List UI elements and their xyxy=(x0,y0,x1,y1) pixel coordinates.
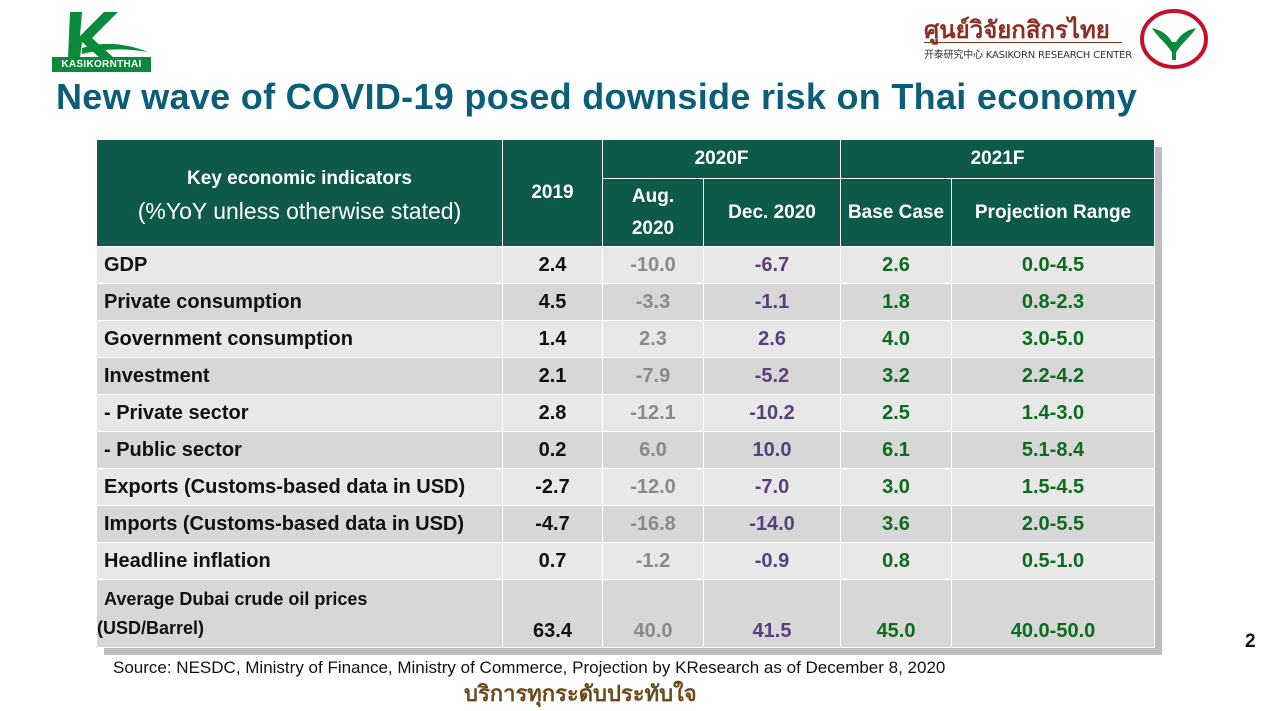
cell-aug-2020: 6.0 xyxy=(602,431,704,469)
cell-base-case: 3.0 xyxy=(840,468,952,506)
cell-2019: 2.8 xyxy=(502,394,603,432)
cell-projection-range: 0.0-4.5 xyxy=(951,246,1155,284)
row-label: Headline inflation xyxy=(96,542,503,580)
row-label-line1: Average Dubai crude oil prices xyxy=(104,588,368,609)
cell-aug-2020: -10.0 xyxy=(602,246,704,284)
row-label: Exports (Customs-based data in USD) xyxy=(96,468,503,506)
cell-projection-range: 1.5-4.5 xyxy=(951,468,1155,506)
table-row: Private consumption 4.5 -3.3 -1.1 1.8 0.8-2.3 xyxy=(96,283,1155,321)
header-aug-line1: Aug. xyxy=(631,185,675,207)
cell-dec-2020: -1.1 xyxy=(703,283,841,321)
page-number: 2 xyxy=(1245,631,1256,652)
cell-projection-range: 2.2-4.2 xyxy=(951,357,1155,395)
cell-projection-range: 40.0-50.0 xyxy=(951,579,1155,648)
economic-indicators-table: Key economic indicators (%YoY unless oth… xyxy=(96,139,1155,648)
header-indicators-title: Key economic indicators xyxy=(187,167,412,189)
header-indicators-note: (%YoY unless otherwise stated) xyxy=(137,197,462,224)
source-note: Source: NESDC, Ministry of Finance, Mini… xyxy=(113,658,946,677)
cell-2019: 2.4 xyxy=(502,246,603,284)
row-label: GDP xyxy=(96,246,503,284)
cell-2019: 63.4 xyxy=(502,579,603,648)
row-label: Government consumption xyxy=(96,320,503,358)
table-row: - Public sector 0.2 6.0 10.0 6.1 5.1-8.4 xyxy=(96,431,1155,469)
cell-base-case: 6.1 xyxy=(840,431,952,469)
cell-dec-2020: 41.5 xyxy=(703,579,841,648)
cell-aug-2020: -3.3 xyxy=(602,283,704,321)
row-label: Private consumption xyxy=(96,283,503,321)
cell-2019: 0.2 xyxy=(502,431,603,469)
cell-aug-2020: 2.3 xyxy=(602,320,704,358)
kresearch-subtitle: 开泰研究中心 KASIKORN RESEARCH CENTER xyxy=(924,50,1133,61)
cell-projection-range: 5.1-8.4 xyxy=(951,431,1155,469)
cell-projection-range: 3.0-5.0 xyxy=(951,320,1155,358)
cell-aug-2020: 40.0 xyxy=(602,579,704,648)
table-row-oil-price: Average Dubai crude oil prices (USD/Barre… xyxy=(96,579,1155,648)
table-row: Exports (Customs-based data in USD) -2.7-… xyxy=(96,468,1155,506)
row-label: Average Dubai crude oil prices (USD/Barre… xyxy=(96,579,503,648)
cell-base-case: 1.8 xyxy=(840,283,952,321)
cell-dec-2020: -0.9 xyxy=(703,542,841,580)
header-base-case: Base Case xyxy=(840,178,952,247)
cell-2019: 1.4 xyxy=(502,320,603,358)
cell-dec-2020: 2.6 xyxy=(703,320,841,358)
cell-base-case: 2.6 xyxy=(840,246,952,284)
row-label: Imports (Customs-based data in USD) xyxy=(96,505,503,543)
cell-base-case: 4.0 xyxy=(840,320,952,358)
table-row: Imports (Customs-based data in USD) -4.7-… xyxy=(96,505,1155,543)
table-row: Government consumption 1.4 2.3 2.6 4.0 3.0-5.… xyxy=(96,320,1155,358)
header-indicators: Key economic indicators (%YoY unless oth… xyxy=(96,139,503,247)
cell-dec-2020: -7.0 xyxy=(703,468,841,506)
cell-2019: -2.7 xyxy=(502,468,603,506)
cell-dec-2020: -14.0 xyxy=(703,505,841,543)
table-row: Headline inflation 0.7 -1.2 -0.9 0.8 0.5-1.0 xyxy=(96,542,1155,580)
kresearch-divider xyxy=(924,42,1122,43)
header-2021f: 2021F xyxy=(840,139,1155,179)
cell-dec-2020: 10.0 xyxy=(703,431,841,469)
table-row: Investment 2.1 -7.9 -5.2 3.2 2.2-4.2 xyxy=(96,357,1155,395)
cell-projection-range: 0.8-2.3 xyxy=(951,283,1155,321)
table-row: GDP 2.4 -10.0 -6.7 2.6 0.0-4.5 xyxy=(96,246,1155,284)
cell-2019: 4.5 xyxy=(502,283,603,321)
cell-projection-range: 0.5-1.0 xyxy=(951,542,1155,580)
cell-projection-range: 2.0-5.5 xyxy=(951,505,1155,543)
header-aug-2020: Aug. 2020 xyxy=(602,178,704,247)
indicator-table-container: Key economic indicators (%YoY unless oth… xyxy=(96,139,1155,648)
slide-title: New wave of COVID-19 posed downside risk… xyxy=(56,76,1138,117)
cell-base-case: 2.5 xyxy=(840,394,952,432)
row-label: Investment xyxy=(96,357,503,395)
table-row: - Private sector 2.8 -12.1 -10.2 2.5 1.4-3.0 xyxy=(96,394,1155,432)
cell-aug-2020: -1.2 xyxy=(602,542,704,580)
cell-aug-2020: -7.9 xyxy=(602,357,704,395)
kresearch-thai-name: ศูนย์วิจัยกสิกรไทย xyxy=(924,16,1110,44)
cell-aug-2020: -16.8 xyxy=(602,505,704,543)
header-dec-2020: Dec. 2020 xyxy=(703,178,841,247)
kasikornthai-logo-text: KASIKORNTHAI xyxy=(52,57,151,72)
row-label: - Public sector xyxy=(96,431,503,469)
cell-dec-2020: -6.7 xyxy=(703,246,841,284)
row-label: - Private sector xyxy=(96,394,503,432)
cell-base-case: 45.0 xyxy=(840,579,952,648)
cell-base-case: 0.8 xyxy=(840,542,952,580)
cell-base-case: 3.6 xyxy=(840,505,952,543)
header-2020f: 2020F xyxy=(602,139,841,179)
kbank-emblem-icon xyxy=(1140,9,1208,69)
cell-aug-2020: -12.0 xyxy=(602,468,704,506)
cell-2019: 0.7 xyxy=(502,542,603,580)
cell-dec-2020: -10.2 xyxy=(703,394,841,432)
cell-dec-2020: -5.2 xyxy=(703,357,841,395)
header-projection-range: Projection Range xyxy=(951,178,1155,247)
cell-base-case: 3.2 xyxy=(840,357,952,395)
footer-slogan: บริการทุกระดับประทับใจ xyxy=(464,682,697,707)
cell-projection-range: 1.4-3.0 xyxy=(951,394,1155,432)
cell-2019: -4.7 xyxy=(502,505,603,543)
row-label-line2: (USD/Barrel) xyxy=(97,617,205,638)
cell-2019: 2.1 xyxy=(502,357,603,395)
header-2019: 2019 xyxy=(502,139,603,247)
header-aug-line2: 2020 xyxy=(631,217,675,239)
cell-aug-2020: -12.1 xyxy=(602,394,704,432)
kasikornthai-logo-icon xyxy=(68,12,148,58)
